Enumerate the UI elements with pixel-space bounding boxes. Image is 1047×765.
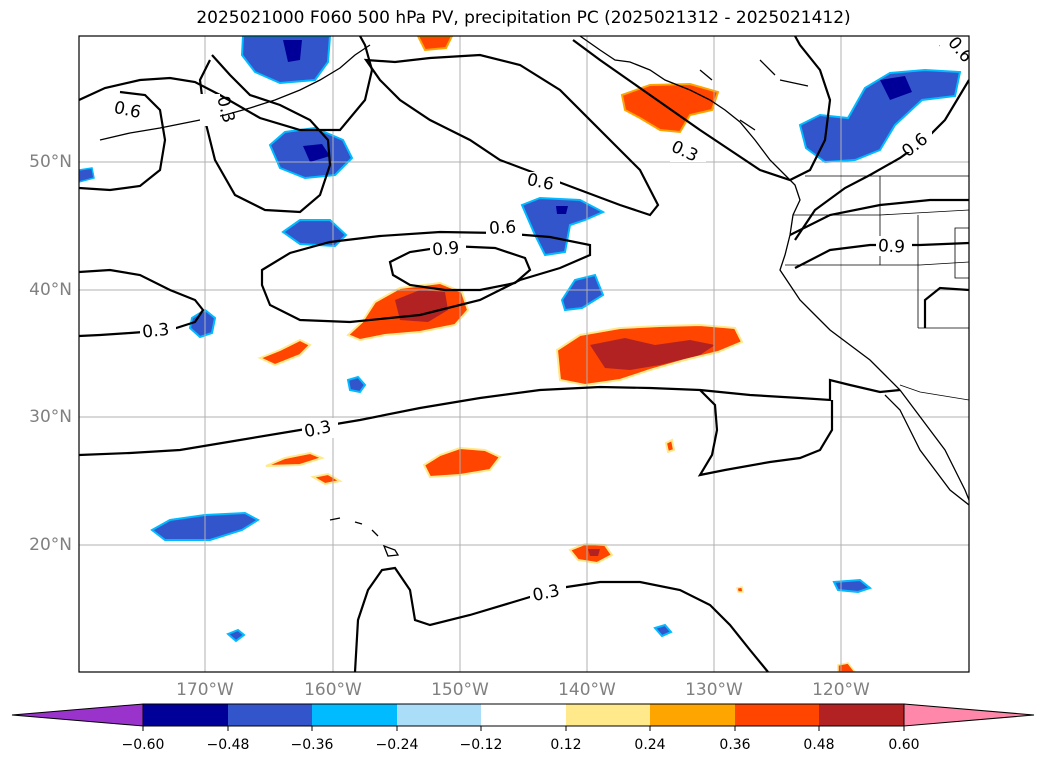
contour-label: 0.9	[431, 238, 460, 260]
gridlines	[79, 36, 969, 672]
colorbar-tick-label: 0.24	[634, 737, 666, 753]
neg-area-9	[226, 628, 246, 643]
pos-area-5	[422, 446, 502, 479]
neg-area-7	[346, 375, 367, 394]
contour-label: 0.6	[489, 217, 517, 238]
lat-label-50n: 50°N	[29, 152, 72, 172]
colorbar-segment	[228, 704, 312, 726]
lat-label-40n: 40°N	[29, 280, 72, 300]
negative-precip-areas	[150, 36, 962, 643]
colorbar-extend-min	[11, 703, 144, 727]
neg-area-5	[560, 273, 605, 312]
lon-label-150w: 150°W	[431, 680, 489, 700]
colorbar-segment	[397, 704, 481, 726]
colorbar-segment	[312, 704, 397, 726]
colorbar-tick-label: −0.12	[459, 737, 503, 753]
pos-area-4	[257, 338, 312, 367]
colorbar-tick-label: 0.48	[803, 737, 835, 753]
lon-label-160w: 160°W	[304, 680, 362, 700]
contour-label: 0.9	[877, 236, 905, 257]
lon-label-130w: 130°W	[685, 680, 743, 700]
colorbar	[11, 703, 1035, 731]
neg-area-4	[520, 196, 606, 257]
colorbar-segment	[819, 704, 904, 726]
pv-contours	[79, 36, 969, 672]
colorbar-segment	[143, 704, 228, 726]
colorbar-segment	[481, 704, 566, 726]
contour-label: 0.3	[141, 320, 170, 343]
colorbar-segment	[650, 704, 735, 726]
lon-label-120w: 120°W	[812, 680, 870, 700]
neg-area-10	[653, 623, 673, 638]
pos-area-6	[265, 451, 325, 467]
colorbar-segment	[566, 704, 650, 726]
colorbar-tick-label: −0.60	[121, 737, 165, 753]
neg-area-3	[281, 219, 348, 248]
colorbar-tick-label: −0.48	[206, 737, 250, 753]
colorbar-tick-label: 0.36	[719, 737, 751, 753]
map-title: 2025021000 F060 500 hPa PV, precipitatio…	[196, 8, 851, 28]
map-frame	[78, 35, 970, 673]
colorbar-tick-label: −0.36	[290, 737, 334, 753]
lat-label-20n: 20°N	[29, 535, 72, 555]
colorbar-tick-label: 0.60	[888, 737, 920, 753]
colorbar-tick-label: −0.24	[375, 737, 419, 753]
neg-area-12	[798, 68, 962, 164]
colorbar-extend-max	[903, 703, 1035, 727]
colorbar-tick-label: 0.12	[550, 737, 582, 753]
lon-label-170w: 170°W	[176, 680, 234, 700]
neg-area-1	[240, 36, 332, 85]
colorbar-segment	[735, 704, 819, 726]
neg-area-11	[832, 578, 873, 594]
lon-label-140w: 140°W	[558, 680, 616, 700]
lat-label-30n: 30°N	[29, 407, 72, 427]
